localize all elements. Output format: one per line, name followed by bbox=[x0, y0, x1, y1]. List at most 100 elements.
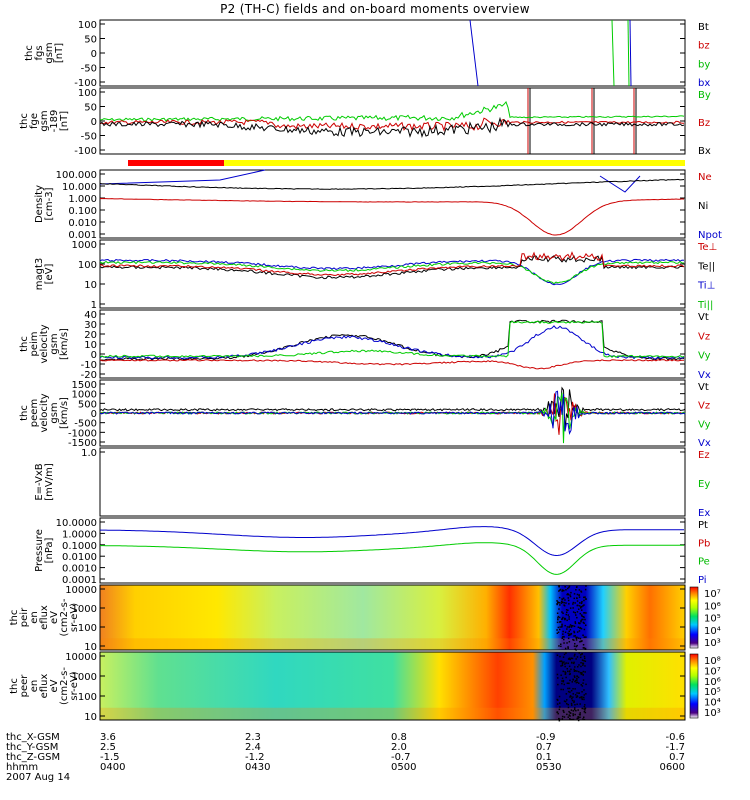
y-axis-label-line: [km/s] bbox=[59, 328, 70, 360]
y-axis-label-line: thc bbox=[19, 113, 30, 129]
spectrogram-speckle bbox=[575, 636, 577, 639]
spectrogram-speckle bbox=[583, 659, 585, 662]
spectrogram-speckle bbox=[567, 662, 569, 664]
footer-value: 2.5 bbox=[100, 742, 116, 753]
y-tick-label: -50 bbox=[81, 64, 97, 75]
colorbar-tick-label: 10⁵ bbox=[704, 687, 721, 698]
footer-label: thc_Y-GSM bbox=[6, 742, 58, 753]
spectrogram-speckle bbox=[562, 656, 565, 658]
y-tick-label: -10 bbox=[81, 360, 97, 371]
y-axis-label-line: (cm2-s- bbox=[59, 598, 70, 636]
panel-7: 1.0 E=-VxB [mV/m] Ez Ey Ex bbox=[34, 447, 710, 519]
y-axis-label-line: [eV] bbox=[44, 264, 55, 285]
spectrogram-speckle bbox=[575, 709, 577, 712]
legend-by: by bbox=[698, 59, 710, 70]
y-tick-label: -100 bbox=[74, 78, 97, 89]
spectrogram-speckle bbox=[563, 638, 565, 641]
spectrogram-speckle bbox=[580, 665, 582, 668]
spectrogram-speckle bbox=[572, 696, 574, 698]
spectrogram-speckle bbox=[566, 611, 568, 613]
spectrogram-speckle bbox=[563, 604, 565, 606]
y-tick-label: 0.0010 bbox=[62, 564, 97, 575]
trace-by bbox=[99, 101, 685, 122]
spectrogram-speckle bbox=[574, 602, 576, 604]
y-tick-label: 1000 bbox=[72, 390, 97, 401]
y-tick-label: 1500 bbox=[72, 380, 97, 391]
y-tick-label: 0 bbox=[91, 117, 97, 128]
spectrogram-speckle bbox=[572, 679, 574, 681]
y-axis-label-line: gsm bbox=[44, 42, 55, 63]
spectrogram-speckle bbox=[556, 629, 558, 631]
spectrogram-speckle bbox=[566, 699, 568, 701]
trace-bx bbox=[99, 116, 685, 138]
spectrogram-speckle bbox=[569, 679, 571, 682]
spectrogram-speckle bbox=[580, 614, 583, 616]
spectrogram-speckle bbox=[572, 693, 574, 695]
spectrogram-speckle bbox=[576, 631, 579, 633]
spectrogram-speckle bbox=[557, 615, 560, 618]
spectrogram-speckle bbox=[580, 684, 582, 686]
spectrogram-speckle bbox=[579, 716, 581, 718]
y-tick-label: 30 bbox=[84, 320, 97, 331]
spectrogram-speckle bbox=[583, 647, 585, 649]
spectrogram-speckle bbox=[576, 644, 578, 647]
spectrogram-speckle bbox=[565, 609, 568, 611]
trace-npot bbox=[599, 175, 641, 193]
spectrogram-speckle bbox=[568, 616, 570, 618]
legend-pt: Pt bbox=[698, 520, 708, 531]
spectrogram-speckle bbox=[573, 708, 576, 711]
spectrogram-speckle bbox=[568, 665, 571, 668]
spectrogram-speckle bbox=[570, 709, 573, 711]
spectrogram-speckle bbox=[572, 638, 574, 641]
spectrogram-speckle bbox=[580, 620, 582, 623]
spectrogram-speckle bbox=[584, 671, 586, 673]
spectrogram-speckle bbox=[562, 612, 564, 614]
colorbar-tick-label: 10⁶ bbox=[704, 677, 721, 688]
spectrogram-speckle bbox=[572, 603, 574, 605]
y-tick-label: 0 bbox=[91, 409, 97, 420]
spectrogram-speckle bbox=[567, 599, 570, 602]
spectrogram-speckle bbox=[569, 691, 571, 693]
spectrogram-speckle bbox=[576, 692, 578, 694]
spectrogram-speckle bbox=[567, 646, 569, 648]
trace-v0 bbox=[99, 386, 686, 431]
spectrogram-speckle bbox=[558, 590, 560, 592]
spectrogram-speckle bbox=[573, 662, 575, 665]
spectrogram-speckle bbox=[574, 648, 576, 650]
spectrogram-speckle bbox=[569, 594, 571, 596]
footer-value: 2.4 bbox=[245, 742, 261, 753]
spectrogram-speckle bbox=[574, 653, 576, 656]
footer-value: 0430 bbox=[245, 762, 270, 773]
spectrogram-speckle bbox=[579, 612, 581, 615]
spectrogram-speckle bbox=[563, 601, 565, 604]
spectrogram-speckle bbox=[573, 593, 576, 595]
spectrogram-speckle bbox=[581, 659, 584, 661]
spectrogram-speckle bbox=[564, 663, 566, 665]
spectrogram-speckle bbox=[558, 608, 560, 610]
y-axis-label-line: eflux bbox=[39, 674, 50, 699]
y-tick-label: 20 bbox=[84, 330, 97, 341]
spectrogram-speckle bbox=[563, 683, 565, 686]
spectrogram-fill bbox=[100, 652, 685, 720]
spectrogram-speckle bbox=[583, 616, 585, 619]
spectrogram-speckle bbox=[568, 633, 571, 635]
spectrogram-speckle bbox=[556, 621, 559, 624]
spectrogram-speckle bbox=[561, 601, 564, 603]
spectrogram-speckle bbox=[577, 676, 580, 679]
spectrogram-speckle bbox=[584, 711, 587, 714]
spectrogram-speckle bbox=[558, 708, 561, 711]
spectrogram-speckle bbox=[582, 621, 585, 624]
spectrogram-speckle bbox=[585, 624, 587, 626]
spectrogram-speckle bbox=[577, 626, 580, 628]
spectrogram-speckle bbox=[580, 619, 582, 622]
spectrogram-speckle bbox=[583, 622, 585, 624]
spectrogram-speckle bbox=[579, 622, 581, 625]
spectrogram-speckle bbox=[562, 633, 564, 635]
spectrogram-speckle bbox=[567, 706, 570, 709]
footer-value: -0.9 bbox=[536, 732, 556, 743]
spectrogram-speckle bbox=[577, 717, 580, 719]
spectrogram-speckle bbox=[564, 599, 566, 601]
spectrogram-speckle bbox=[570, 668, 572, 671]
spectrogram-speckle bbox=[561, 626, 563, 628]
